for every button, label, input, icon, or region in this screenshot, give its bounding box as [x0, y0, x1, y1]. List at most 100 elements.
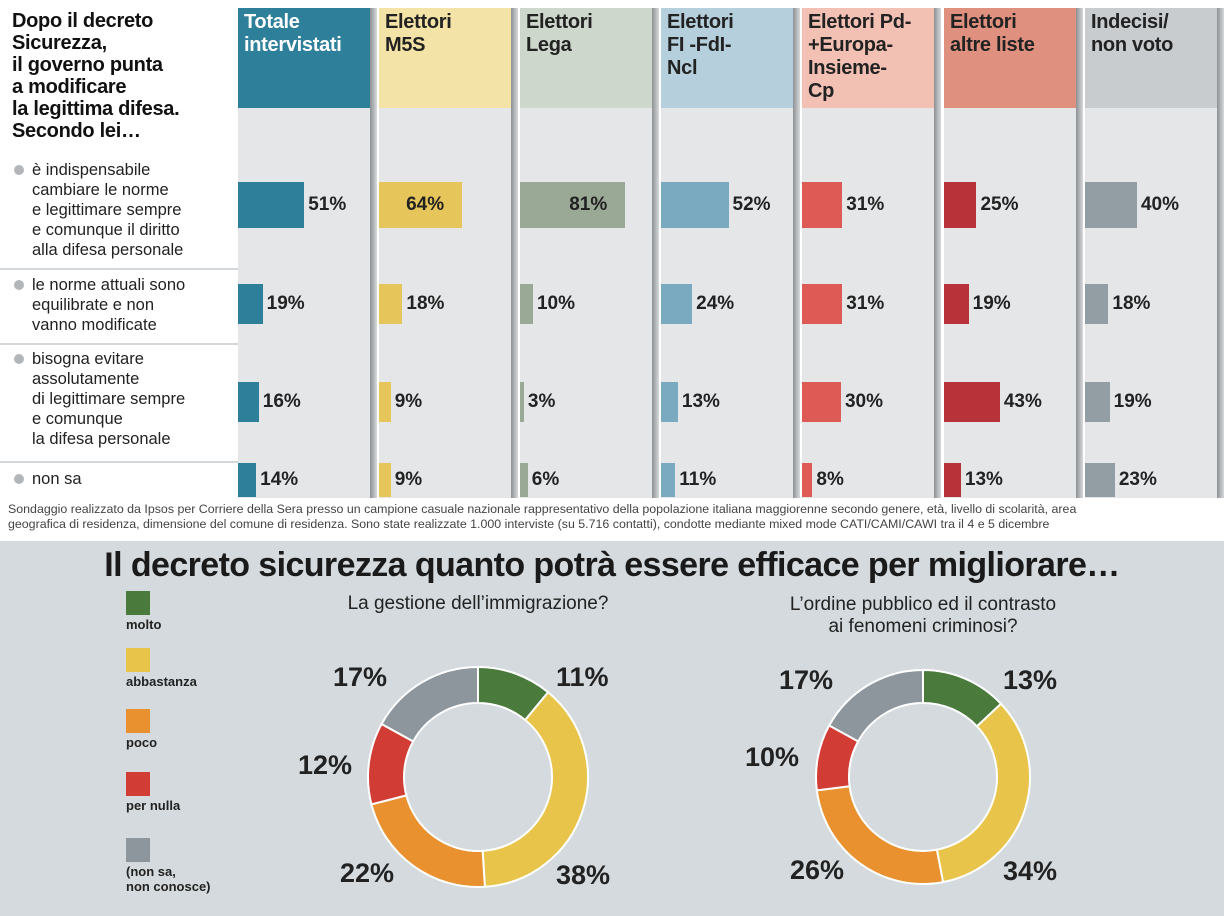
answer-label-text: non sa — [32, 469, 224, 489]
donut-chart — [367, 665, 589, 888]
bullet-icon — [14, 165, 24, 175]
bar — [238, 284, 263, 324]
legend-label-line: molto — [126, 617, 162, 632]
column-shadow — [1217, 8, 1224, 498]
bar — [520, 382, 524, 422]
slice-value-label: 11% — [556, 662, 609, 692]
donut-slice — [380, 665, 479, 743]
bar — [520, 463, 528, 497]
answer-label-line: è indispensabile — [32, 161, 151, 179]
group-header-line: intervistati — [244, 34, 342, 56]
row-divider — [0, 268, 238, 270]
legend-label: per nulla — [126, 798, 180, 813]
answer-label: è indispensabile cambiare le norme e legit… — [14, 160, 224, 260]
answer-label-line: cambiare le norme — [32, 181, 169, 199]
bar-value-label: 13% — [681, 391, 720, 412]
legend-label: abbastanza — [126, 674, 197, 689]
legend-swatch — [126, 648, 150, 672]
bar — [379, 182, 463, 228]
bar — [661, 382, 678, 422]
bar-value-label: 51% — [308, 194, 347, 215]
bar — [520, 284, 533, 324]
bar-value-label: 10% — [536, 293, 576, 314]
bar — [379, 284, 403, 324]
question-title-line: il governo punta — [12, 54, 163, 76]
question-title-line: a modificare — [12, 76, 127, 98]
group-header: Elettori FI -FdI- Ncl — [661, 8, 793, 108]
donut-chart — [815, 668, 1031, 885]
bar — [944, 463, 961, 497]
answer-label-line: alla difesa personale — [32, 241, 184, 259]
slice-value-label: 26% — [790, 855, 845, 885]
legend-label-line: non conosce) — [126, 879, 211, 894]
legend-swatch — [126, 838, 150, 862]
bar — [802, 382, 841, 422]
group-column: Totale intervistati — [238, 8, 370, 498]
legend-item: per nulla — [126, 772, 180, 813]
group-header-line: FI -FdI- — [667, 34, 732, 56]
bullet-icon — [14, 280, 24, 290]
bar-value-label: 3% — [527, 391, 556, 412]
question-title: Dopo il decreto Sicurezza, il governo pu… — [12, 10, 232, 142]
answer-label-line: e comunque — [32, 410, 123, 428]
bar — [944, 284, 969, 324]
legend-item: (non sa, non conosce) — [126, 838, 211, 894]
donut-section — [0, 541, 1224, 916]
bar-value-label: 31% — [846, 293, 885, 314]
bar — [661, 463, 676, 497]
group-column: Elettori Pd- +Europa- Insieme- Cp — [802, 8, 934, 498]
answer-label-line: non sa — [32, 470, 82, 488]
bullet-icon — [14, 354, 24, 364]
slice-value-label: 38% — [556, 860, 611, 890]
bar-value-label: 13% — [964, 469, 1003, 490]
question-title-line: Sicurezza, — [12, 32, 107, 54]
answer-label: bisogna evitare assolutamente di legittima… — [14, 349, 224, 449]
bar — [379, 382, 391, 422]
bar — [661, 182, 729, 228]
answer-label-line: le norme attuali sono — [32, 276, 186, 294]
answer-label-line: la difesa personale — [32, 430, 171, 448]
legend-item: abbastanza — [126, 648, 197, 689]
group-header-line: non voto — [1091, 34, 1174, 56]
slice-value-label: 17% — [779, 665, 834, 695]
bar-value-label: 9% — [394, 391, 423, 412]
bar — [520, 182, 626, 228]
group-header-line: Ncl — [667, 57, 698, 79]
group-header-line: Elettori — [667, 11, 734, 33]
slice-value-label: 17% — [333, 662, 388, 692]
bar-value-label: 19% — [972, 293, 1011, 314]
bar — [1085, 284, 1109, 324]
slice-value-label: 10% — [745, 742, 800, 772]
bar-value-label: 43% — [1003, 391, 1042, 412]
bar-value-label: 40% — [1140, 194, 1179, 215]
group-column: Elettori M5S — [379, 8, 511, 498]
legend-swatch — [126, 709, 150, 733]
bar-value-label: 64% — [406, 194, 445, 215]
answer-label-line: assolutamente — [32, 370, 140, 388]
slice-value-label: 13% — [1003, 665, 1058, 695]
bar-value-label: 19% — [1113, 391, 1152, 412]
column-shadow — [934, 8, 941, 498]
bar — [802, 182, 843, 228]
legend-item: molto — [126, 591, 161, 632]
bar — [661, 284, 693, 324]
column-shadow — [652, 8, 659, 498]
group-header-line: Elettori Pd- — [808, 11, 912, 33]
bar — [802, 284, 843, 324]
group-header-line: Insieme- — [808, 57, 887, 79]
bar-value-label: 23% — [1118, 469, 1157, 490]
answer-label-line: vanno modificate — [32, 316, 157, 334]
legend-label: poco — [126, 735, 157, 750]
bar-value-label: 9% — [394, 469, 423, 490]
group-header: Indecisi/non voto — [1085, 8, 1217, 108]
group-header-line: Elettori — [385, 11, 452, 33]
bar — [944, 382, 1000, 422]
donut-title: L’ordine pubblico ed il contrasto ai feno… — [723, 594, 1123, 638]
bar — [1085, 463, 1115, 497]
bar-value-label: 81% — [569, 194, 608, 215]
bar-value-label: 25% — [980, 194, 1019, 215]
donut-title: La gestione dell’immigrazione? — [278, 593, 678, 615]
party-bar-chart: Dopo il decreto Sicurezza, il governo pu… — [0, 8, 1224, 498]
answer-label: le norme attuali sono equilibrate e non va… — [14, 275, 224, 335]
bar-value-label: 19% — [266, 293, 305, 314]
